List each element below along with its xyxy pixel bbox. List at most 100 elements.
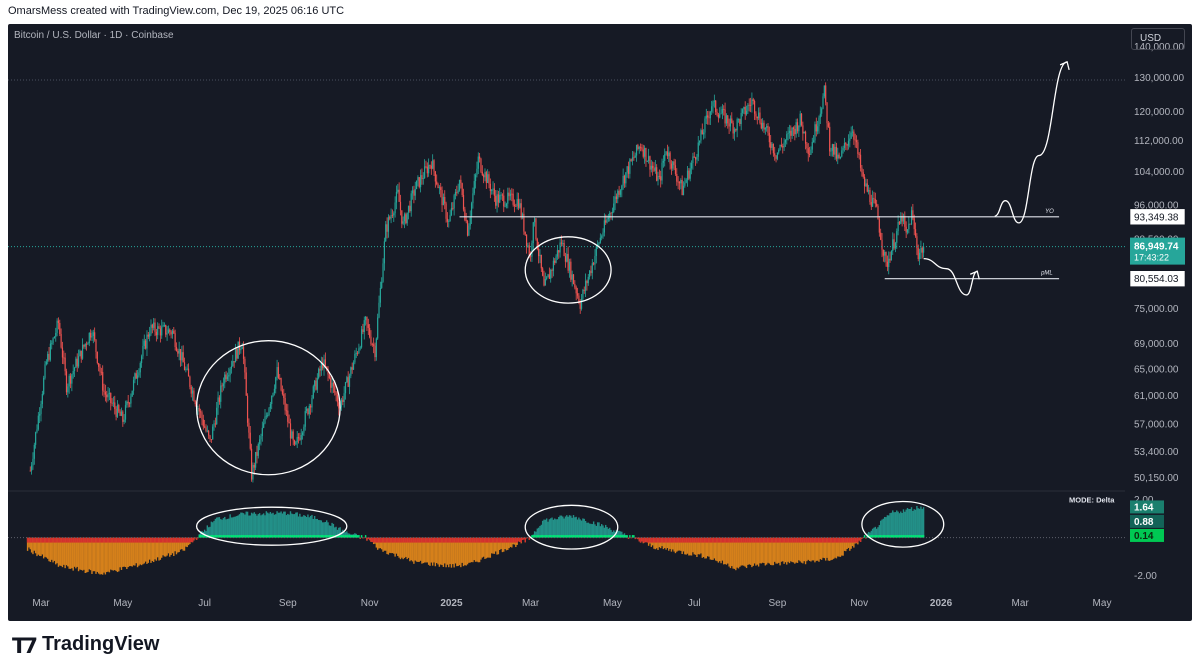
delta-bar [724,537,726,565]
delta-bar-top [478,537,481,543]
delta-bar-top [647,537,650,543]
delta-bar-top [150,537,152,543]
delta-bar [794,537,796,564]
candle-body [360,329,363,348]
delta-bar [93,537,96,572]
delta-bar-top [484,537,486,543]
delta-bar [332,523,335,538]
delta-signal [205,535,207,538]
candle-body [669,152,671,164]
candle [662,155,664,168]
candle-body [849,138,851,141]
candle [778,148,780,155]
delta-bar [397,537,399,556]
candle [900,212,902,225]
candle-body [411,190,414,194]
delta-bar [533,531,536,538]
delta-bar-top [815,537,817,543]
delta-bar [146,537,148,564]
candle [837,147,839,165]
candle-body [880,232,882,240]
delta-bar [256,515,258,538]
delta-bar [871,528,874,538]
candle [65,368,68,396]
candle-body [185,369,187,371]
delta-bar [568,515,571,538]
candle-body [68,375,70,387]
candle-body [818,117,820,127]
delta-bar [783,537,785,564]
delta-bar [339,527,341,538]
delta-bar [203,529,206,538]
delta-signal [225,535,227,538]
chart-svg[interactable]: 50,150.0053,400.0057,000.0061,000.0065,0… [8,24,1192,621]
delta-signal [587,535,589,538]
delta-bar [594,524,596,538]
delta-signal [578,535,580,538]
candle [721,104,724,120]
currency-button[interactable]: USD [1131,28,1185,50]
delta-bar-top [468,537,470,543]
candle-body [564,256,567,262]
delta-bar [342,529,344,538]
candle [821,107,823,117]
delta-bar [592,521,595,538]
candle [88,332,90,347]
candle [67,383,69,398]
candle-body [88,332,90,344]
delta-bar [472,537,474,563]
candle-body [204,426,206,428]
candle [32,452,34,470]
candle-body [382,263,384,282]
candle-body [252,465,254,480]
candle-body [268,408,270,416]
candle [786,131,788,145]
delta-signal [241,535,243,538]
candle-body [645,147,647,162]
delta-bar-top [359,537,361,539]
candle [591,259,593,280]
delta-signal [874,535,877,538]
candle [823,85,825,99]
candle [703,129,705,140]
delta-signal [869,535,871,538]
candle [264,409,266,425]
candle-body [57,320,60,323]
delta-bar-top [41,537,44,543]
candle [285,403,288,417]
delta-signal [905,535,907,538]
delta-bar [747,537,749,565]
candle-body [146,334,148,349]
delta-bar-top [100,537,103,543]
delta-bar [40,537,42,557]
candle [98,362,100,372]
delta-bar [621,531,623,538]
delta-bar-top [169,537,171,543]
delta-signal [556,535,559,538]
candle-body [593,263,595,265]
delta-bar [452,537,454,565]
candle [212,424,214,440]
delta-signal [312,535,314,538]
delta-bar-top [158,537,160,543]
delta-bar [685,537,687,555]
candle [370,330,372,346]
delta-bar-top [638,537,640,542]
delta-signal [350,535,352,538]
candle [725,113,728,127]
delta-bar [266,512,269,538]
delta-bar [732,537,734,569]
candle [316,373,318,394]
candle-body [686,170,689,180]
delta-bar [481,537,484,558]
candle [119,409,121,416]
delta-bar-top [747,537,749,543]
candle [81,338,84,360]
candle-body [379,287,381,303]
chart-panel[interactable]: 50,150.00 53,400.00 57,000.00 61,000.00 65,0… [8,24,1192,621]
delta-bar-top [174,537,176,543]
candle-body [167,329,170,334]
delta-signal [249,535,251,538]
delta-bar [737,537,740,569]
candle [618,185,620,198]
